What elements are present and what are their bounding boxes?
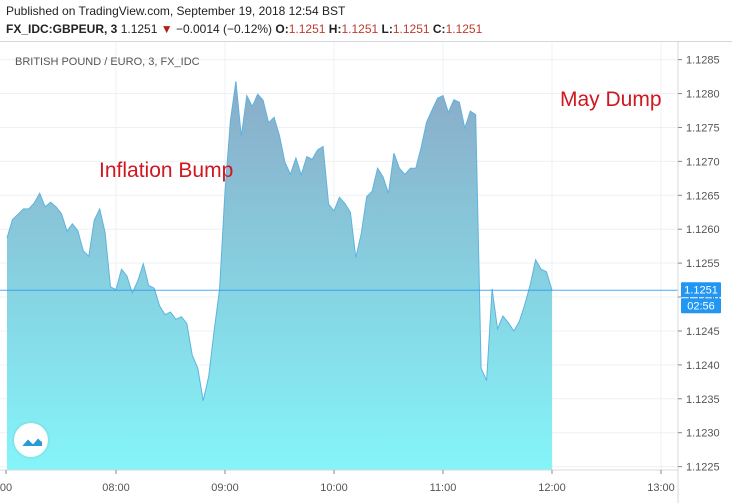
chart-frame [0, 41, 732, 504]
price-change: −0.0014 (−0.12%) [175, 22, 273, 36]
annotation-may-dump: May Dump [560, 88, 662, 111]
low-label: L: [381, 22, 393, 36]
price-tag: 1.1251 02:56 [681, 282, 721, 314]
low-value: 1.1251 [392, 22, 430, 36]
price-series-line [6, 81, 553, 401]
price-area-fill [7, 81, 552, 471]
y-tick-label: 1.1275 [686, 122, 720, 134]
price-chart[interactable]: BRITISH POUND / EURO, 3, FX_IDC Inflatio… [0, 42, 732, 503]
y-tick-label: 1.1240 [686, 360, 720, 372]
down-triangle-icon: ▼ [160, 22, 173, 36]
open-value: 1.1251 [288, 22, 326, 36]
price-tag-label: 1.1251 [684, 284, 718, 296]
x-tick-label: 13:00 [647, 482, 675, 494]
close-value: 1.1251 [445, 22, 483, 36]
y-tick-label: 1.1260 [686, 224, 720, 236]
tradingview-logo-icon[interactable] [14, 423, 48, 457]
cloud-icon [20, 436, 43, 447]
y-tick-label: 1.1225 [686, 462, 720, 474]
price-tag-box [681, 282, 721, 298]
x-tick-label: 12:00 [538, 482, 566, 494]
y-tick-label: 1.1255 [686, 258, 720, 270]
y-tick-label: 1.1265 [686, 190, 720, 202]
y-tick-label: 1.1270 [686, 156, 720, 168]
high-value: 1.1251 [341, 22, 379, 36]
x-tick-label: 08:00 [102, 482, 130, 494]
y-tick-label: 1.1235 [686, 394, 720, 406]
x-tick-label: 11:00 [430, 482, 457, 494]
price-axis[interactable]: 1.12251.12301.12351.12401.12451.12501.12… [678, 55, 720, 474]
high-label: H: [328, 22, 342, 36]
countdown-tag-box [681, 298, 721, 314]
y-tick-label: 1.1230 [686, 428, 720, 440]
x-tick-label: 10:00 [320, 482, 348, 494]
chart-title: BRITISH POUND / EURO, 3, FX_IDC [15, 56, 200, 68]
time-axis[interactable]: 00 08:00 09:00 10:00 11:00 12:00 13:00 [0, 470, 675, 494]
open-label: O: [275, 22, 289, 36]
symbol-label: FX_IDC:GBPEUR, 3 [6, 22, 118, 36]
x-tick-label: 00 [0, 482, 12, 494]
countdown-tag-label: 02:56 [687, 300, 715, 312]
close-label: C: [432, 22, 446, 36]
x-tick-label: 09:00 [211, 482, 239, 494]
symbol-info-line: FX_IDC:GBPEUR, 3 1.1251 ▼ −0.0014 (−0.12… [6, 22, 482, 36]
y-tick-label: 1.1280 [686, 89, 720, 101]
y-tick-label: 1.1245 [686, 326, 720, 338]
y-tick-label: 1.1285 [686, 55, 720, 67]
last-price: 1.1251 [120, 22, 158, 36]
annotation-inflation-bump: Inflation Bump [99, 159, 233, 182]
published-caption: Published on TradingView.com, September … [6, 4, 346, 18]
